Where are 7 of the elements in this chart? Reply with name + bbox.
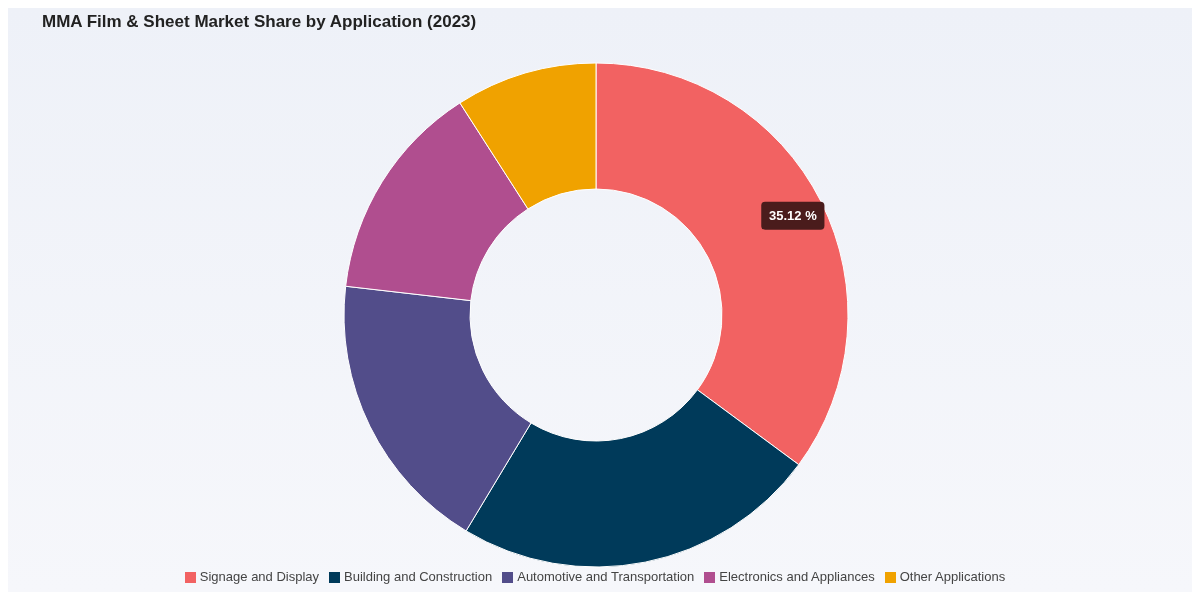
legend-label: Building and Construction (344, 569, 493, 584)
chart-title: MMA Film & Sheet Market Share by Application (2023) (42, 12, 477, 32)
data-label: 35.12 % (768, 208, 818, 224)
legend-label: Other Applications (899, 569, 1006, 584)
legend-label: Electronics and Appliances (719, 569, 875, 584)
legend-label: Signage and Display (199, 569, 320, 584)
legend-label: Automotive and Transportation (517, 569, 695, 584)
